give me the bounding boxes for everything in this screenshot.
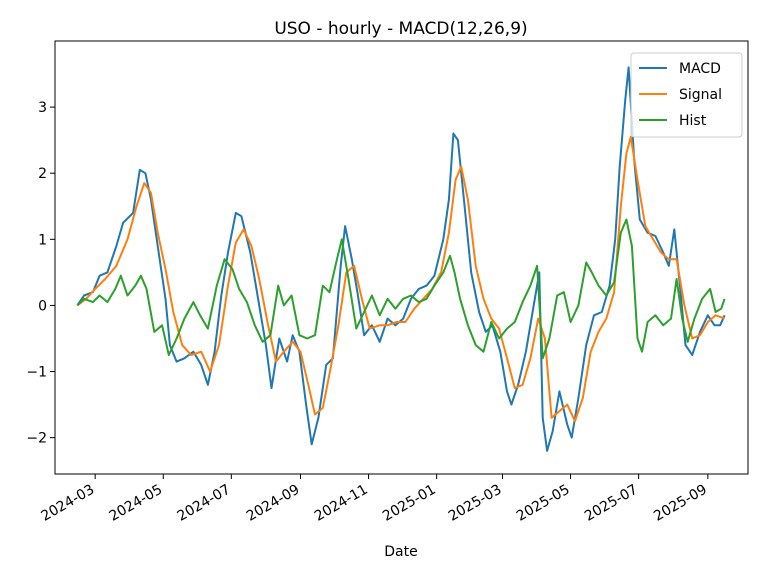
- y-tick-label: 0: [38, 298, 47, 314]
- plot-lines: [76, 66, 726, 452]
- legend-box: [630, 52, 743, 138]
- plot-frame: [54, 40, 749, 475]
- y-tick-label: −2: [26, 431, 47, 447]
- series-line-macd: [76, 66, 726, 452]
- y-tick-label: −1: [26, 365, 47, 381]
- series-line-signal: [76, 135, 725, 423]
- x-tick-label: 2025-07: [582, 482, 641, 525]
- x-tick-label: 2024-11: [312, 482, 371, 525]
- y-axis: −2 −1 0 1 2 3: [26, 100, 55, 447]
- x-tick-label: 2025-05: [514, 482, 573, 525]
- x-axis-label: Date: [384, 544, 417, 560]
- x-tick-label: 2024-09: [244, 482, 303, 525]
- series-line-hist: [76, 218, 726, 360]
- chart-title: USO - hourly - MACD(12,26,9): [274, 19, 527, 39]
- x-tick-label: 2025-03: [446, 482, 505, 525]
- x-axis: 2024-03 2024-05 2024-07 2024-09 2024-11 2025-…: [39, 474, 710, 525]
- x-tick-label: 2024-05: [107, 482, 166, 525]
- y-tick-label: 2: [38, 166, 47, 182]
- legend-label-signal: Signal: [679, 87, 722, 103]
- x-tick-label: 2025-09: [651, 482, 710, 525]
- legend-label-hist: Hist: [679, 113, 707, 129]
- legend-label-macd: MACD: [679, 61, 721, 77]
- y-tick-label: 3: [38, 100, 47, 116]
- x-tick-label: 2024-07: [175, 482, 234, 525]
- legend: MACD Signal Hist: [630, 52, 743, 138]
- x-tick-label: 2024-03: [39, 482, 98, 525]
- y-tick-label: 1: [38, 232, 47, 248]
- x-tick-label: 2025-01: [380, 482, 439, 525]
